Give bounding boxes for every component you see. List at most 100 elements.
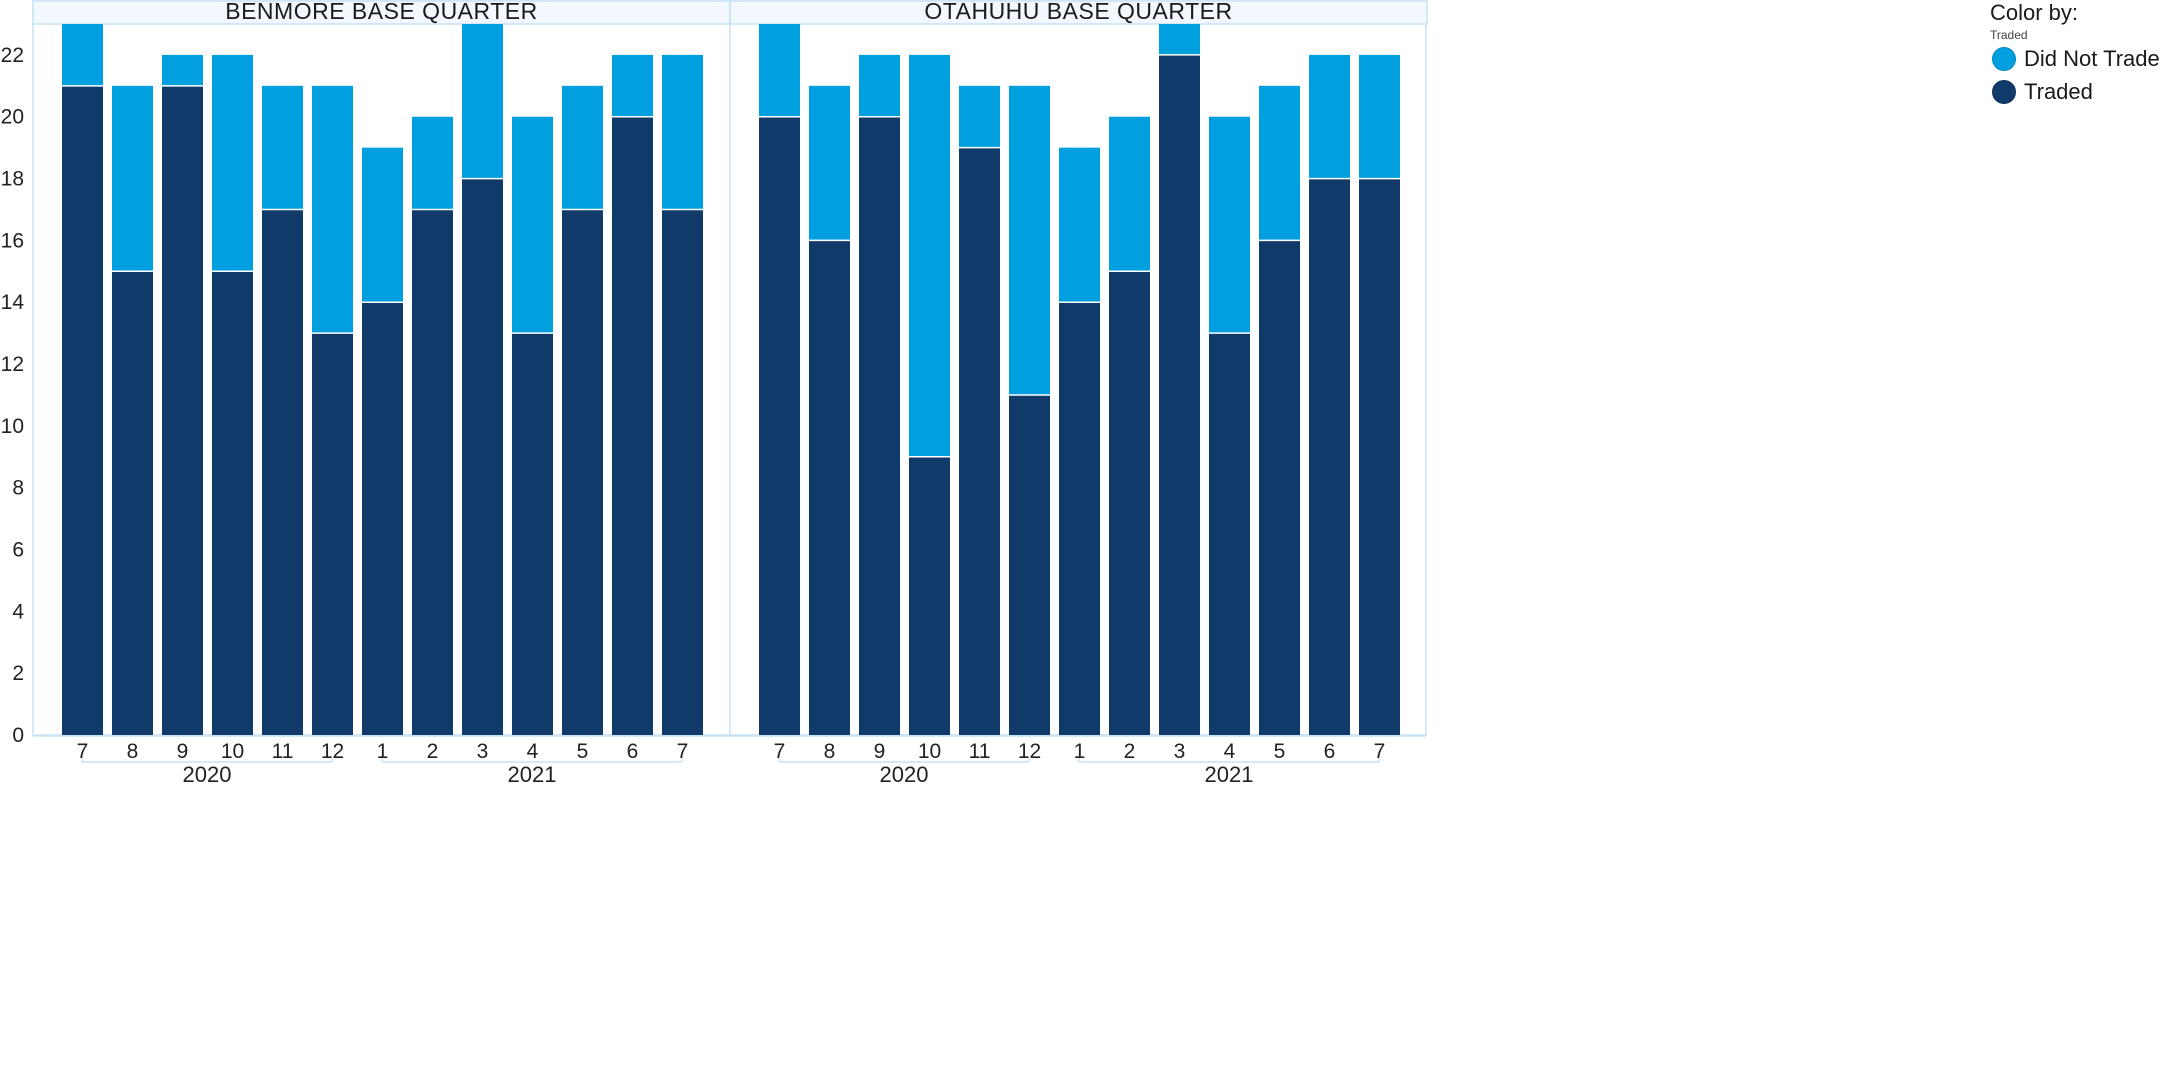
y-tick-label: 4 xyxy=(12,600,24,623)
bar-traded xyxy=(909,456,950,735)
bar-did-not-trade xyxy=(809,85,850,241)
bar-traded xyxy=(1109,271,1150,735)
bar-traded xyxy=(562,209,603,735)
panel-title: BENMORE BASE QUARTER xyxy=(225,0,537,24)
x-tick-label: 4 xyxy=(1224,740,1236,763)
x-tick-label: 9 xyxy=(874,740,886,763)
bar-traded xyxy=(462,178,503,736)
year-label: 2020 xyxy=(183,762,232,787)
legend-item-traded[interactable]: Traded xyxy=(1990,75,2169,108)
bar-did-not-trade xyxy=(262,85,303,210)
legend-subtitle: Traded xyxy=(1990,28,2028,42)
bar-traded xyxy=(162,85,203,735)
bar-traded xyxy=(809,240,850,736)
bar-did-not-trade xyxy=(1059,147,1100,303)
y-tick-label: 16 xyxy=(1,229,24,252)
bar-did-not-trade xyxy=(462,24,503,179)
bar-traded xyxy=(1059,302,1100,735)
x-tick-label: 7 xyxy=(774,740,786,763)
legend-item-did-not-trade[interactable]: Did Not Trade xyxy=(1990,42,2169,75)
bar-did-not-trade xyxy=(1109,116,1150,272)
x-tick-label: 2 xyxy=(427,740,439,763)
bar-did-not-trade xyxy=(62,24,103,86)
y-tick-label: 12 xyxy=(1,353,24,376)
x-tick-label: 6 xyxy=(1324,740,1336,763)
bar-did-not-trade xyxy=(312,85,353,334)
bar-did-not-trade xyxy=(412,116,453,210)
bar-traded xyxy=(262,209,303,735)
bar-traded xyxy=(362,302,403,735)
bar-traded xyxy=(312,333,353,735)
bar-did-not-trade xyxy=(1309,54,1350,179)
bar-traded xyxy=(512,333,553,735)
bar-did-not-trade xyxy=(162,54,203,86)
x-tick-label: 6 xyxy=(627,740,639,763)
x-tick-label: 5 xyxy=(577,740,589,763)
legend-swatch-traded xyxy=(1992,79,2016,104)
x-tick-label: 7 xyxy=(1374,740,1386,763)
y-tick-label: 2 xyxy=(12,662,24,685)
x-tick-label: 7 xyxy=(77,740,89,763)
legend-label-did-not-trade: Did Not Trade xyxy=(2024,45,2160,71)
y-tick-label: 22 xyxy=(1,44,24,67)
x-tick-label: 5 xyxy=(1274,740,1286,763)
x-tick-label: 7 xyxy=(677,740,689,763)
x-tick-label: 8 xyxy=(824,740,836,763)
bar-did-not-trade xyxy=(909,54,950,457)
bar-did-not-trade xyxy=(1209,116,1250,334)
panel-title: OTAHUHU BASE QUARTER xyxy=(924,0,1232,24)
y-tick-label: 20 xyxy=(1,106,24,129)
bar-did-not-trade xyxy=(1009,85,1050,395)
bar-traded xyxy=(662,209,703,735)
bar-traded xyxy=(1359,178,1400,736)
y-tick-label: 6 xyxy=(12,539,24,562)
bar-traded xyxy=(412,209,453,735)
y-tick-label: 18 xyxy=(1,168,24,191)
color-legend: Color by: Traded Did Not Trade Traded xyxy=(1990,0,2169,108)
x-tick-label: 1 xyxy=(377,740,389,763)
bar-did-not-trade xyxy=(562,85,603,210)
x-tick-label: 8 xyxy=(127,740,139,763)
bar-traded xyxy=(1159,54,1200,736)
bar-did-not-trade xyxy=(1159,24,1200,55)
bar-traded xyxy=(959,147,1000,736)
bar-traded xyxy=(1009,394,1050,735)
bar-did-not-trade xyxy=(662,54,703,210)
bar-traded xyxy=(62,85,103,735)
bar-did-not-trade xyxy=(859,54,900,117)
bar-did-not-trade xyxy=(112,85,153,272)
x-tick-label: 11 xyxy=(272,740,294,763)
y-tick-label: 10 xyxy=(1,415,24,438)
legend-swatch-did-not-trade xyxy=(1992,46,2016,71)
legend-title: Color by: xyxy=(1990,0,2079,25)
y-tick-label: 0 xyxy=(12,724,24,747)
year-label: 2021 xyxy=(508,762,557,787)
bar-did-not-trade xyxy=(212,54,253,272)
bar-traded xyxy=(612,116,653,735)
year-label: 2021 xyxy=(1205,762,1254,787)
x-tick-label: 12 xyxy=(321,740,344,763)
bar-traded xyxy=(112,271,153,735)
bar-traded xyxy=(1259,240,1300,736)
y-tick-label: 14 xyxy=(1,291,25,314)
x-tick-label: 3 xyxy=(477,740,489,763)
x-tick-label: 4 xyxy=(527,740,539,763)
bar-traded xyxy=(1209,333,1250,735)
bar-traded xyxy=(859,116,900,735)
y-tick-label: 8 xyxy=(12,477,24,500)
year-label: 2020 xyxy=(880,762,929,787)
bar-traded xyxy=(1309,178,1350,736)
x-tick-label: 11 xyxy=(969,740,991,763)
x-tick-label: 1 xyxy=(1074,740,1086,763)
bar-did-not-trade xyxy=(512,116,553,334)
x-tick-label: 9 xyxy=(177,740,189,763)
bar-did-not-trade xyxy=(1359,54,1400,179)
x-tick-label: 10 xyxy=(918,740,941,763)
x-tick-label: 3 xyxy=(1174,740,1186,763)
bar-did-not-trade xyxy=(362,147,403,303)
x-tick-label: 10 xyxy=(221,740,244,763)
